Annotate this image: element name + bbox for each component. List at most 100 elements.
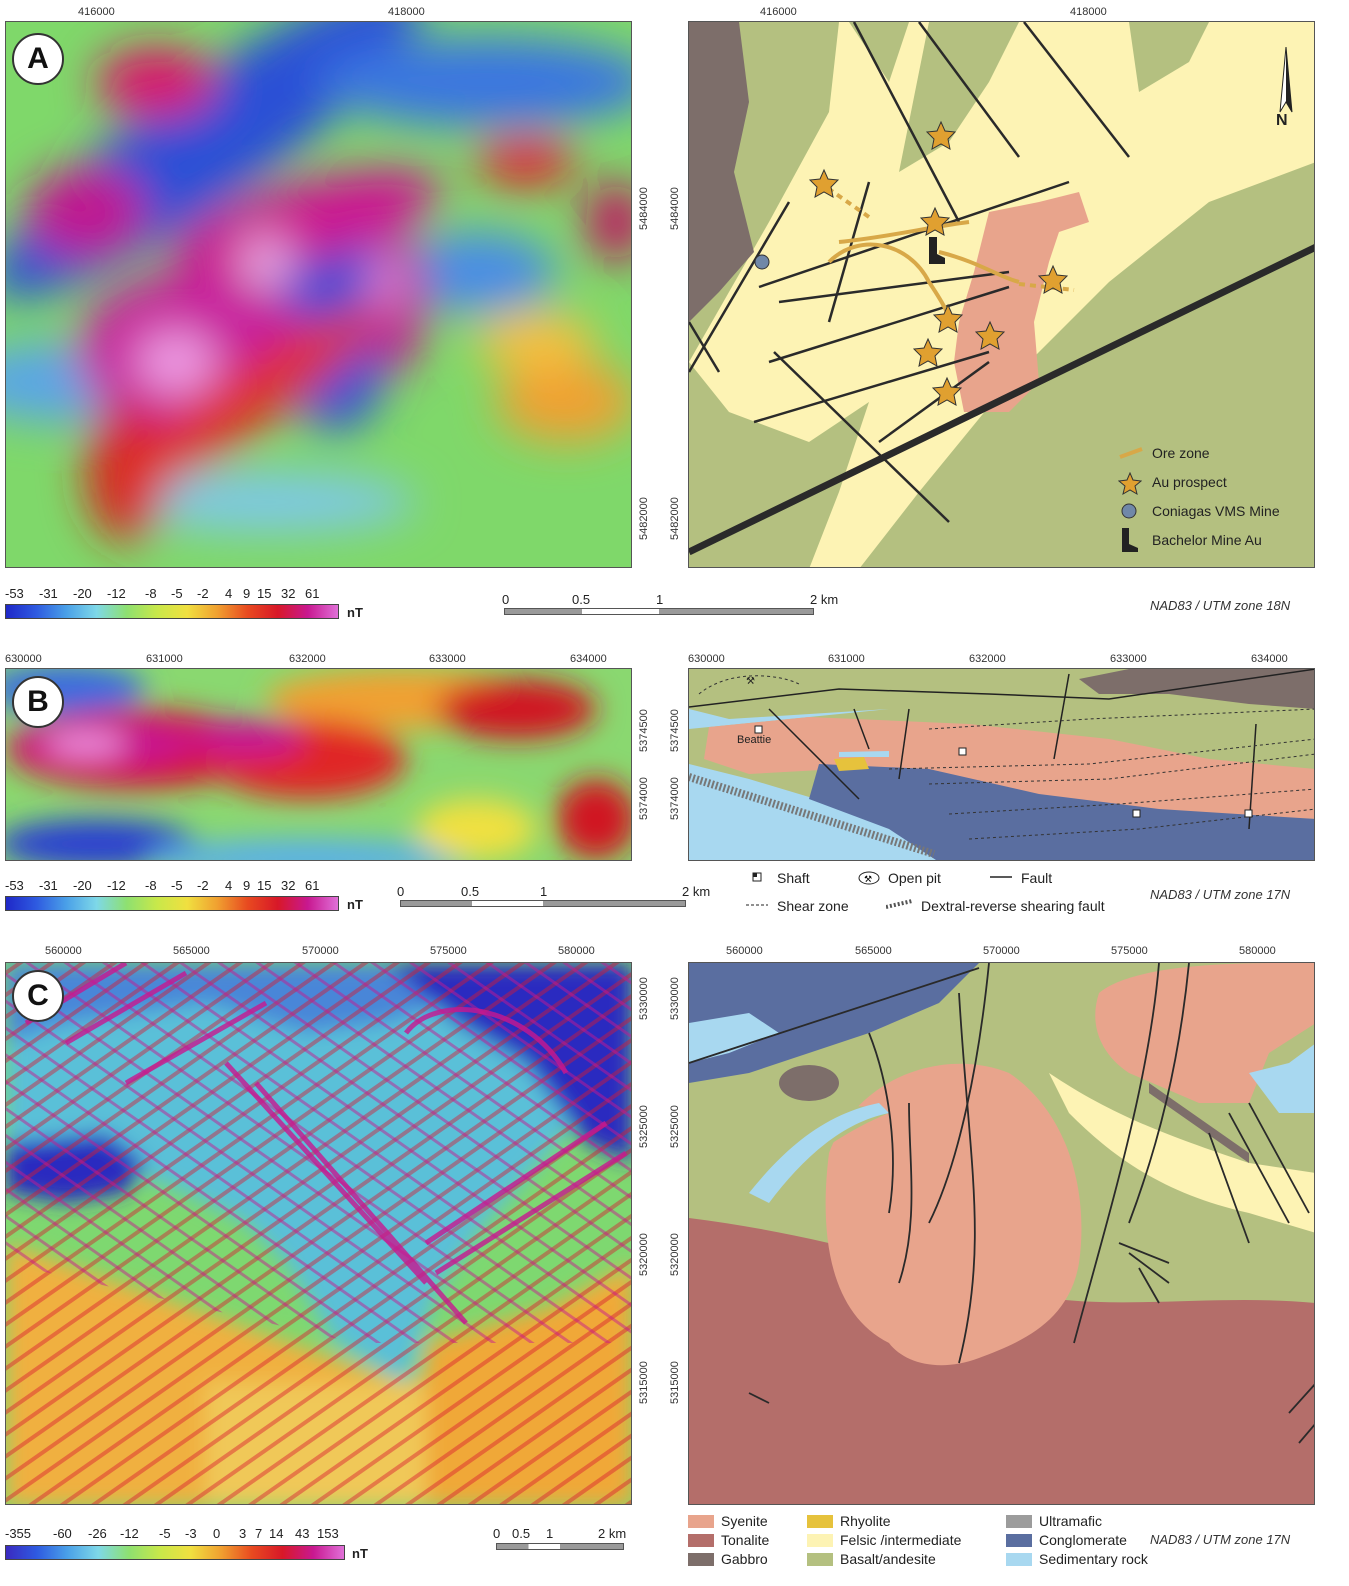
geo-b-xtick: 633000: [1110, 653, 1147, 665]
rhyolite-swatch: [807, 1515, 833, 1528]
colorbar-b-unit: nT: [347, 897, 363, 912]
mag-c-xtick: 565000: [173, 945, 210, 957]
geo-c-ytick: 5320000: [669, 1233, 681, 1276]
vms-mine-circle-icon: [1121, 503, 1137, 519]
legend-rhyolite: Rhyolite: [840, 1513, 891, 1529]
mine-boot-icon: [1122, 528, 1138, 552]
legend-dextral-fault: Dextral-reverse shearing fault: [921, 898, 1105, 914]
mag-c-ytick: 5320000: [638, 1233, 650, 1276]
legend-ore-zone: Ore zone: [1152, 445, 1210, 461]
legend-basalt: Basalt/andesite: [840, 1551, 936, 1567]
syenite-swatch: [688, 1515, 714, 1528]
svg-text:⚒: ⚒: [746, 676, 755, 687]
legend-coniagas-mine: Coniagas VMS Mine: [1152, 503, 1280, 519]
geo-c-xtick: 580000: [1239, 945, 1276, 957]
geology-map-c: [688, 962, 1315, 1505]
legend-bachelor-mine: Bachelor Mine Au: [1152, 532, 1262, 548]
basalt-swatch: [807, 1553, 833, 1566]
colorbar-b: [5, 896, 339, 911]
mag-b-xtick: 634000: [570, 653, 607, 665]
mag-b-xtick: 632000: [289, 653, 326, 665]
scale-a-label: 0: [502, 592, 510, 607]
geo-b-xtick: 634000: [1251, 653, 1288, 665]
sedimentary-swatch: [1006, 1553, 1032, 1566]
geo-b-xtick: 631000: [828, 653, 865, 665]
scale-c-label: 0: [493, 1526, 501, 1541]
svg-text:⚒: ⚒: [864, 875, 872, 885]
mag-c-xtick: 560000: [45, 945, 82, 957]
datum-c: NAD83 / UTM zone 17N: [1150, 1532, 1291, 1547]
mag-b-ytick: 5374500: [638, 709, 650, 752]
north-arrow-icon: [1279, 46, 1293, 113]
open-pit-icon: ⚒: [858, 871, 880, 885]
mag-a-xtick: 416000: [78, 6, 115, 18]
legend-au-prospect: Au prospect: [1152, 474, 1227, 490]
colorbar-b-labels: -53 -31 -20 -12 -8 -5 -2 4 9 15 32 61: [5, 878, 320, 893]
magnetic-map-b: [5, 668, 632, 861]
dextral-fault-icon: [886, 899, 912, 909]
geo-b-xtick: 630000: [688, 653, 725, 665]
magnetic-map-c: [5, 962, 632, 1505]
legend-felsic: Felsic /intermediate: [840, 1532, 962, 1548]
tonalite-swatch: [688, 1534, 714, 1547]
geo-a-ytick: 5484000: [669, 187, 681, 230]
datum-a: NAD83 / UTM zone 18N: [1150, 598, 1291, 613]
legend-tonalite: Tonalite: [721, 1532, 770, 1548]
geo-b-ytick: 5374500: [669, 709, 681, 752]
scale-a-label: 2 km: [810, 592, 839, 607]
mag-b-xtick: 633000: [429, 653, 466, 665]
legend-gabbro: Gabbro: [721, 1551, 768, 1567]
scale-c-label: 1: [546, 1526, 554, 1541]
colorbar-c: [5, 1545, 345, 1560]
ore-zone-icon: [1119, 447, 1143, 459]
scale-bar-a: [504, 608, 814, 615]
mag-c-xtick: 580000: [558, 945, 595, 957]
legend-fault: Fault: [1021, 870, 1053, 886]
scale-bar-b: [400, 900, 686, 907]
au-prospect-star-icon: [1118, 472, 1142, 496]
scale-a-label: 0.5: [572, 592, 591, 607]
beattie-label: Beattie: [737, 734, 772, 746]
shear-zone-dashed-icon: [746, 904, 768, 906]
panel-a-badge: A: [12, 33, 64, 85]
colorbar-a-unit: nT: [347, 605, 363, 620]
shaft-icon: [752, 872, 762, 882]
geo-c-xtick: 570000: [983, 945, 1020, 957]
mag-c-ytick: 5330000: [638, 977, 650, 1020]
legend-ultramafic: Ultramafic: [1039, 1513, 1103, 1529]
colorbar-c-unit: nT: [352, 1546, 368, 1561]
mag-b-xtick: 631000: [146, 653, 183, 665]
conglomerate-swatch: [1006, 1534, 1032, 1547]
geo-c-ytick: 5315000: [669, 1361, 681, 1404]
mag-c-xtick: 570000: [302, 945, 339, 957]
geology-map-a: [688, 21, 1315, 568]
scale-a-label: 1: [656, 592, 664, 607]
mag-b-xtick: 630000: [5, 653, 42, 665]
geo-b-ytick: 5374000: [669, 777, 681, 820]
magnetic-map-a: [5, 21, 632, 568]
fault-line-icon: [990, 876, 1012, 878]
colorbar-a-labels: -53 -31 -20 -12 -8 -5 -2 4 9 15 32 61: [5, 586, 320, 601]
mag-a-xtick: 418000: [388, 6, 425, 18]
geo-b-xtick: 632000: [969, 653, 1006, 665]
scale-bar-c: [496, 1543, 624, 1550]
mag-a-ytick: 5482000: [638, 497, 650, 540]
scale-c-label: 0.5: [512, 1526, 531, 1541]
colorbar-a: [5, 604, 339, 619]
geo-a-xtick: 418000: [1070, 6, 1107, 18]
felsic-swatch: [807, 1534, 833, 1547]
mag-b-ytick: 5374000: [638, 777, 650, 820]
geo-c-xtick: 565000: [855, 945, 892, 957]
panel-c-badge: C: [12, 970, 64, 1022]
geo-c-xtick: 575000: [1111, 945, 1148, 957]
geology-map-b: ⚒: [688, 668, 1315, 861]
legend-open-pit: Open pit: [888, 870, 941, 886]
legend-sedimentary: Sedimentary rock: [1039, 1551, 1148, 1567]
scale-c-label: 2 km: [598, 1526, 627, 1541]
mag-a-ytick: 5484000: [638, 187, 650, 230]
north-label: N: [1276, 112, 1288, 129]
scale-b-label: 2 km: [682, 884, 711, 899]
gabbro-swatch: [688, 1553, 714, 1566]
panel-b-badge: B: [12, 676, 64, 728]
geo-a-xtick: 416000: [760, 6, 797, 18]
